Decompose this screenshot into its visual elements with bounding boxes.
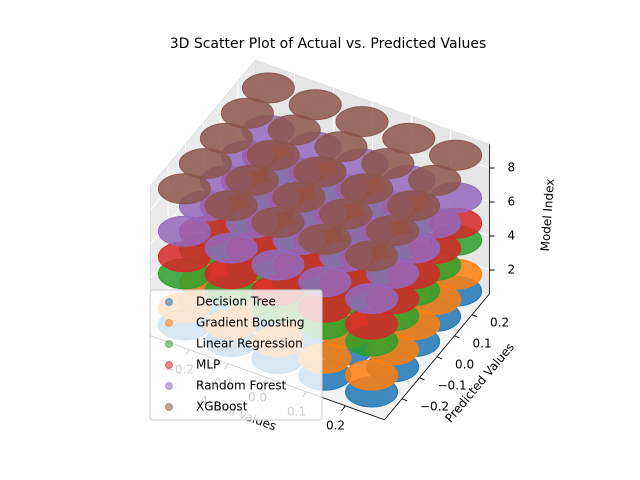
- point: [204, 232, 258, 264]
- y-tick-label: 0.2: [490, 315, 509, 329]
- legend-label: Gradient Boosting: [196, 316, 304, 330]
- point: [272, 181, 326, 213]
- series: [157, 72, 483, 272]
- point: [241, 72, 295, 104]
- legend-label: Linear Regression: [196, 337, 303, 351]
- legend-frame: [149, 289, 323, 421]
- y-tick: [419, 377, 425, 381]
- z-tick-label: 8: [508, 161, 516, 175]
- point: [387, 190, 441, 222]
- y-tick-label: 0.1: [473, 336, 492, 350]
- y-tick: [401, 398, 408, 402]
- legend-label: Random Forest: [196, 379, 287, 393]
- legend-marker: [165, 340, 173, 348]
- point: [345, 283, 399, 314]
- axis-line: [384, 293, 490, 421]
- point: [204, 190, 258, 222]
- point: [429, 139, 483, 171]
- chart-title: 3D Scatter Plot of Actual vs. Predicted …: [170, 36, 487, 52]
- point: [246, 139, 300, 171]
- legend-marker: [165, 361, 173, 369]
- y-tick: [471, 314, 478, 318]
- point: [157, 215, 211, 247]
- point: [345, 359, 399, 391]
- y-tick-label: −0.2: [420, 399, 449, 413]
- z-axis-label: Model Index: [538, 178, 557, 252]
- point: [288, 89, 342, 121]
- point: [340, 173, 394, 205]
- z-tick-label: 4: [508, 229, 516, 243]
- z-tick-label: 2: [508, 263, 516, 277]
- point: [251, 249, 305, 281]
- point: [366, 215, 420, 247]
- legend-marker: [165, 403, 173, 411]
- point: [298, 223, 352, 255]
- y-tick: [436, 356, 443, 360]
- point: [178, 148, 232, 180]
- x-tick-label: 0.2: [326, 418, 345, 432]
- legend-marker: [165, 382, 173, 390]
- z-tick-label: 6: [508, 195, 516, 209]
- y-tick-label: −0.1: [438, 378, 467, 392]
- point: [251, 206, 305, 238]
- y-tick: [454, 335, 460, 339]
- point: [220, 97, 274, 129]
- legend-marker: [165, 298, 173, 306]
- point: [408, 164, 462, 196]
- legend-label: XGBoost: [196, 400, 248, 414]
- point: [314, 131, 368, 163]
- legend-marker: [165, 319, 173, 327]
- point: [361, 148, 415, 180]
- point: [199, 122, 253, 154]
- point: [293, 156, 347, 188]
- point: [157, 173, 211, 205]
- legend: Decision Tree Gradient Boosting Linear Reg…: [149, 289, 323, 421]
- point: [225, 164, 279, 196]
- point: [345, 240, 399, 272]
- point: [298, 266, 352, 298]
- point: [267, 114, 321, 146]
- legend-label: Decision Tree: [196, 295, 276, 309]
- legend-label: MLP: [196, 358, 220, 372]
- x-tick: [341, 405, 346, 412]
- point: [319, 198, 373, 230]
- y-tick-label: 0.0: [455, 357, 474, 371]
- point: [382, 122, 436, 154]
- point: [335, 106, 389, 138]
